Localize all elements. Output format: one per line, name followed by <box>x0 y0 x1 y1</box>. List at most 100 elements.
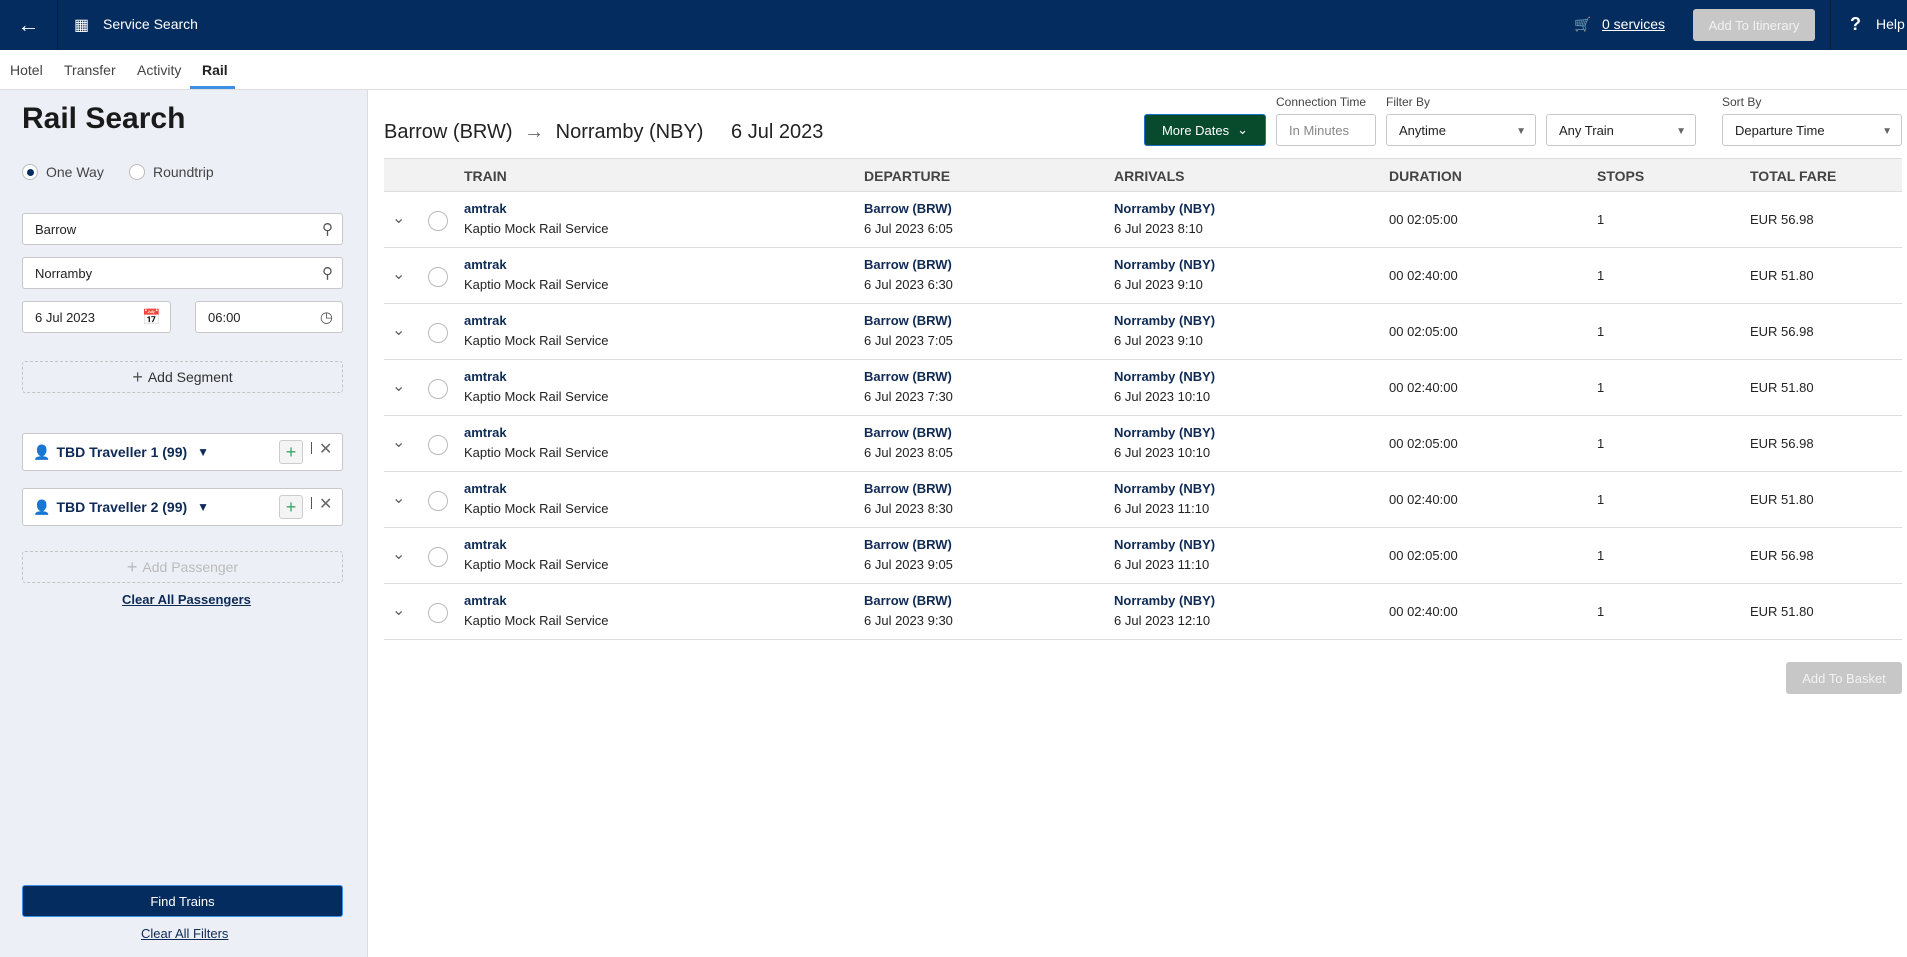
train-operator: amtrak <box>464 201 507 216</box>
more-dates-label: More Dates <box>1161 122 1230 138</box>
table-row[interactable]: ⌄ amtrak Kaptio Mock Rail Service Barrow (B… <box>384 472 1902 528</box>
chevron-down-icon[interactable]: ⌄ <box>392 378 406 395</box>
date-input[interactable]: 6 Jul 2023 📅 <box>22 301 171 333</box>
train-service: Kaptio Mock Rail Service <box>464 445 609 460</box>
connection-time-input[interactable]: In Minutes <box>1276 114 1376 146</box>
find-trains-button[interactable]: Find Trains <box>22 885 343 917</box>
sidebar-title: Rail Search <box>22 102 186 135</box>
stops: 1 <box>1597 492 1605 507</box>
date-value: 6 Jul 2023 <box>35 309 95 325</box>
table-row[interactable]: ⌄ amtrak Kaptio Mock Rail Service Barrow (B… <box>384 304 1902 360</box>
destination-input[interactable]: Norramby ⚲ <box>22 257 343 289</box>
select-radio[interactable] <box>428 267 448 287</box>
clear-filters-link[interactable]: Clear All Filters <box>141 926 229 941</box>
tab-activity[interactable]: Activity <box>137 62 182 78</box>
select-radio[interactable] <box>428 435 448 455</box>
route-to: Norramby (NBY) <box>555 121 704 143</box>
chevron-down-icon[interactable]: ⌄ <box>392 210 406 227</box>
close-icon[interactable]: ✕ <box>319 496 333 513</box>
caret-down-icon: ▼ <box>1676 126 1686 137</box>
caret-down-icon[interactable]: ▼ <box>197 500 210 514</box>
chevron-down-icon[interactable]: ⌄ <box>392 266 406 283</box>
help-link[interactable]: Help <box>1876 16 1905 32</box>
select-radio[interactable] <box>428 547 448 567</box>
table-row[interactable]: ⌄ amtrak Kaptio Mock Rail Service Barrow (B… <box>384 416 1902 472</box>
calendar-icon[interactable]: 📅 <box>142 309 161 326</box>
train-operator: amtrak <box>464 425 507 440</box>
train-service: Kaptio Mock Rail Service <box>464 389 609 404</box>
back-arrow-icon[interactable]: ← <box>0 0 58 50</box>
clock-icon[interactable]: ◷ <box>319 309 333 326</box>
cart-icon: 🛒 <box>1574 16 1592 32</box>
departure-station: Barrow (BRW) <box>864 425 952 440</box>
table-row[interactable]: ⌄ amtrak Kaptio Mock Rail Service Barrow (B… <box>384 248 1902 304</box>
col-stops: STOPS <box>1597 168 1645 184</box>
tab-rail[interactable]: Rail <box>202 62 228 78</box>
total-fare: EUR 51.80 <box>1750 492 1814 507</box>
traveller-name[interactable]: TBD Traveller 2 (99) <box>56 499 188 515</box>
duration: 00 02:40:00 <box>1389 380 1458 395</box>
chevron-down-icon[interactable]: ⌄ <box>392 602 406 619</box>
sort-select[interactable]: Departure Time ▼ <box>1722 114 1902 146</box>
close-icon[interactable]: ✕ <box>319 441 333 458</box>
duration: 00 02:05:00 <box>1389 548 1458 563</box>
roundtrip-radio[interactable] <box>129 164 145 180</box>
time-input[interactable]: 06:00 ◷ <box>195 301 343 333</box>
caret-down-icon[interactable]: ▼ <box>197 445 210 459</box>
time-filter-select[interactable]: Anytime ▼ <box>1386 114 1536 146</box>
add-passenger-button[interactable]: + Add Passenger <box>22 551 343 583</box>
total-fare: EUR 56.98 <box>1750 324 1814 339</box>
col-total-fare: TOTAL FARE <box>1750 168 1837 184</box>
caret-down-icon: ▼ <box>1882 126 1892 137</box>
departure-station: Barrow (BRW) <box>864 369 952 384</box>
select-radio[interactable] <box>428 379 448 399</box>
table-row[interactable]: ⌄ amtrak Kaptio Mock Rail Service Barrow (B… <box>384 192 1902 248</box>
train-operator: amtrak <box>464 593 507 608</box>
arrival-time: 6 Jul 2023 11:10 <box>1114 501 1210 516</box>
select-radio[interactable] <box>428 603 448 623</box>
table-row[interactable]: ⌄ amtrak Kaptio Mock Rail Service Barrow (B… <box>384 528 1902 584</box>
add-to-basket-button[interactable]: Add To Basket <box>1786 662 1902 694</box>
clear-passengers-link[interactable]: Clear All Passengers <box>122 592 251 607</box>
total-fare: EUR 56.98 <box>1750 436 1814 451</box>
stops: 1 <box>1597 604 1605 619</box>
cart-services-link[interactable]: 0 services <box>1602 16 1666 32</box>
select-radio[interactable] <box>428 323 448 343</box>
total-fare: EUR 51.80 <box>1750 380 1814 395</box>
chevron-down-icon[interactable]: ⌄ <box>392 490 406 507</box>
one-way-radio[interactable] <box>22 164 38 180</box>
select-radio[interactable] <box>428 491 448 511</box>
traveller-selector[interactable]: 👤 TBD Traveller 2 (99) ▼ <box>33 489 209 525</box>
chevron-down-icon[interactable]: ⌄ <box>392 546 406 563</box>
add-segment-label: Add Segment <box>147 369 233 385</box>
traveller-row: 👤 TBD Traveller 2 (99) ▼ + ✕ <box>22 488 343 526</box>
table-row[interactable]: ⌄ amtrak Kaptio Mock Rail Service Barrow (B… <box>384 360 1902 416</box>
traveller-selector[interactable]: 👤 TBD Traveller 1 (99) ▼ <box>33 434 209 470</box>
table-row[interactable]: ⌄ amtrak Kaptio Mock Rail Service Barrow (B… <box>384 584 1902 640</box>
add-passenger-label: Add Passenger <box>142 559 239 575</box>
tab-hotel[interactable]: Hotel <box>10 62 43 78</box>
total-fare: EUR 56.98 <box>1750 212 1814 227</box>
traveller-name[interactable]: TBD Traveller 1 (99) <box>56 444 188 460</box>
tab-transfer[interactable]: Transfer <box>64 62 116 78</box>
arrival-time: 6 Jul 2023 8:10 <box>1114 221 1203 236</box>
add-traveller-button[interactable]: + <box>279 440 303 464</box>
add-traveller-button[interactable]: + <box>279 495 303 519</box>
traveller-row: 👤 TBD Traveller 1 (99) ▼ + ✕ <box>22 433 343 471</box>
select-radio[interactable] <box>428 211 448 231</box>
arrival-time: 6 Jul 2023 9:10 <box>1114 333 1203 348</box>
chevron-down-icon[interactable]: ⌄ <box>392 434 406 451</box>
arrival-time: 6 Jul 2023 11:10 <box>1114 557 1210 572</box>
departure-station: Barrow (BRW) <box>864 593 952 608</box>
header-divider <box>1830 0 1831 50</box>
add-to-itinerary-button[interactable]: Add To Itinerary <box>1693 9 1815 41</box>
more-dates-button[interactable]: More Dates ⌄ <box>1144 114 1266 146</box>
add-segment-button[interactable]: + Add Segment <box>22 361 343 393</box>
chevron-down-icon[interactable]: ⌄ <box>392 322 406 339</box>
person-icon: 👤 <box>33 498 51 515</box>
arrival-time: 6 Jul 2023 12:10 <box>1114 613 1211 628</box>
search-icon: ⚲ <box>322 221 333 238</box>
origin-input[interactable]: Barrow ⚲ <box>22 213 343 245</box>
train-filter-select[interactable]: Any Train ▼ <box>1546 114 1696 146</box>
help-icon[interactable]: ? <box>1850 14 1861 34</box>
